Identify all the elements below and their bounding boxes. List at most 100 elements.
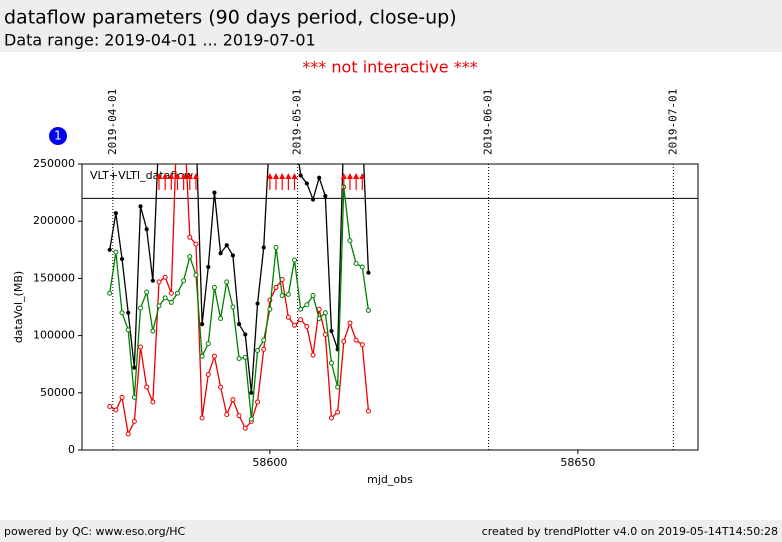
point	[150, 399, 156, 405]
point	[193, 241, 199, 247]
point	[242, 425, 248, 431]
x-tick-label: 58600	[252, 456, 287, 469]
point	[156, 303, 162, 309]
outlier-arrow	[162, 173, 169, 190]
point	[224, 279, 230, 285]
point	[144, 289, 150, 295]
outlier-arrow	[266, 173, 273, 190]
point	[113, 407, 119, 413]
point	[168, 299, 174, 305]
title: dataflow parameters (90 days period, clo…	[4, 7, 457, 29]
point	[322, 310, 328, 316]
point	[150, 278, 155, 283]
outlier-arrow-head	[291, 173, 298, 179]
date-label: 2019-05-01	[291, 89, 304, 155]
outlier-arrow-head	[174, 173, 181, 179]
point	[316, 315, 322, 321]
outlier-arrow	[359, 173, 366, 190]
point	[298, 306, 304, 312]
point	[341, 338, 347, 344]
point	[304, 302, 310, 308]
outlier-arrow	[285, 173, 292, 190]
point	[138, 344, 144, 350]
point	[285, 291, 291, 297]
point	[181, 278, 187, 284]
point	[211, 353, 217, 359]
point	[365, 408, 371, 414]
point	[347, 238, 353, 244]
point	[200, 322, 205, 327]
point	[230, 397, 236, 403]
y-tick-label: 100000	[33, 329, 75, 342]
point	[187, 234, 193, 240]
point	[292, 322, 298, 328]
point	[366, 270, 371, 275]
point	[353, 337, 359, 343]
point	[187, 254, 193, 260]
subtitle: Data range: 2019-04-01 ... 2019-07-01	[4, 31, 316, 50]
point	[168, 290, 174, 296]
point	[323, 193, 328, 199]
point	[242, 354, 248, 360]
notice: *** not interactive ***	[302, 58, 477, 77]
outlier-arrow	[156, 173, 162, 190]
point	[236, 413, 242, 419]
point	[119, 256, 125, 262]
outlier-arrow-head	[192, 173, 199, 179]
point	[261, 337, 267, 343]
point	[365, 307, 371, 313]
point	[310, 352, 316, 358]
point	[107, 404, 113, 410]
point	[162, 295, 168, 301]
y-tick-label: 50000	[40, 386, 75, 399]
outlier-arrow-head	[279, 173, 286, 179]
point	[199, 415, 205, 421]
point	[243, 332, 248, 337]
point	[328, 415, 334, 421]
point	[273, 285, 279, 291]
point	[329, 328, 334, 334]
point	[113, 249, 119, 255]
point	[211, 285, 217, 291]
point	[353, 261, 359, 267]
y-tick-label: 150000	[33, 271, 75, 284]
point	[125, 431, 131, 437]
footer-right: created by trendPlotter v4.0 on 2019-05-…	[482, 525, 778, 538]
outlier-arrow-head	[186, 173, 193, 179]
point	[212, 190, 217, 195]
y-tick-label: 0	[68, 443, 75, 456]
point	[255, 301, 260, 306]
outlier-arrow	[168, 173, 175, 190]
point	[144, 384, 150, 390]
point	[261, 245, 266, 250]
point	[126, 310, 131, 315]
point	[316, 306, 322, 312]
point	[119, 310, 125, 316]
outlier-arrow	[273, 173, 280, 190]
point	[304, 181, 309, 186]
point	[205, 371, 211, 377]
point	[255, 399, 261, 405]
point	[335, 384, 341, 390]
outlier-arrow-head	[180, 173, 187, 179]
point	[359, 264, 365, 270]
point	[107, 290, 113, 296]
point	[199, 353, 205, 359]
x-tick-label: 58650	[560, 456, 595, 469]
outlier-arrow-head	[273, 173, 280, 179]
outlier-arrow	[340, 173, 347, 190]
point	[298, 317, 304, 323]
point	[193, 272, 199, 278]
footer-band	[0, 520, 782, 542]
point	[119, 394, 125, 400]
point	[236, 355, 242, 361]
point	[224, 243, 229, 248]
point	[267, 306, 273, 312]
outlier-arrow-head	[340, 173, 347, 179]
badge-label: 1	[54, 129, 62, 143]
point	[292, 257, 298, 263]
outlier-arrow-head	[156, 173, 162, 179]
y-tick-label: 250000	[33, 157, 75, 170]
point	[248, 416, 254, 422]
